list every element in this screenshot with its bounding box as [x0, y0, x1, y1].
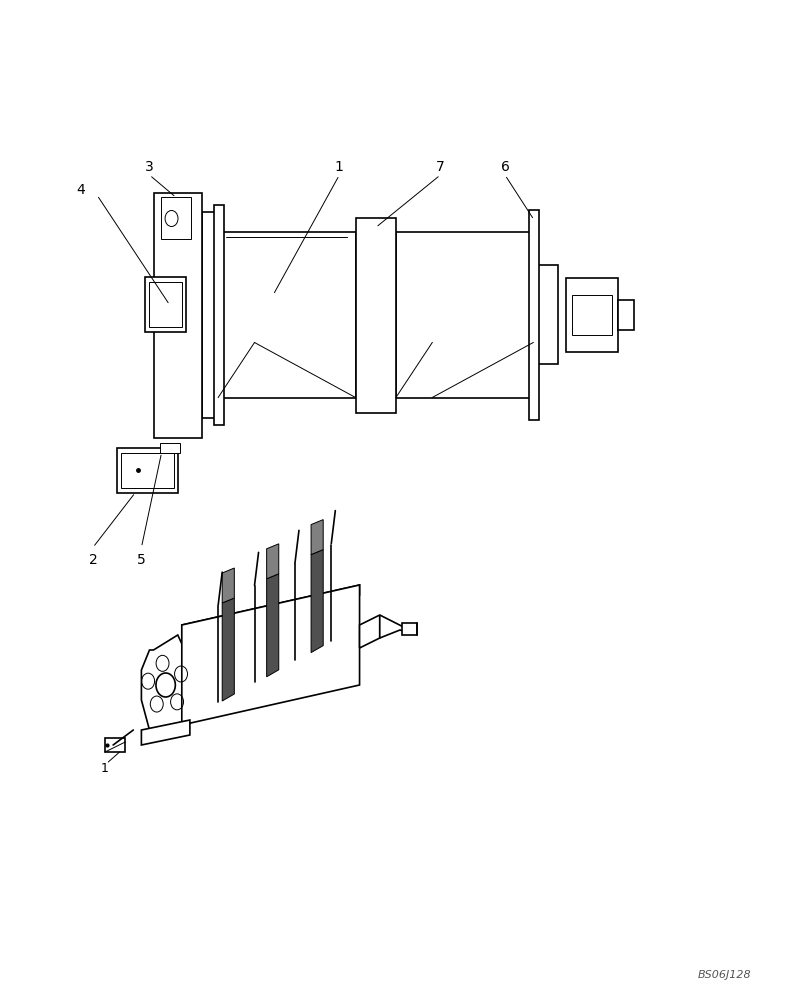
Bar [572, 295, 612, 335]
Bar [356, 218, 396, 412]
Polygon shape [222, 598, 234, 701]
Polygon shape [311, 550, 323, 653]
Bar [154, 192, 202, 438]
Text: 1: 1 [101, 762, 109, 774]
Bar [618, 300, 634, 330]
Polygon shape [222, 568, 234, 603]
Bar [149, 282, 182, 327]
Bar [160, 442, 180, 452]
Polygon shape [182, 585, 360, 635]
Text: 7: 7 [436, 160, 444, 174]
Polygon shape [267, 574, 279, 677]
Polygon shape [360, 615, 380, 648]
Bar [117, 448, 178, 493]
Text: 3: 3 [145, 160, 154, 174]
Polygon shape [141, 635, 194, 740]
Bar [105, 738, 125, 752]
Text: 6: 6 [501, 160, 509, 174]
Text: 2: 2 [89, 554, 97, 568]
Bar [161, 197, 191, 239]
Bar [396, 232, 533, 397]
Text: 1: 1 [335, 160, 343, 174]
Bar [145, 277, 186, 332]
Polygon shape [141, 720, 190, 745]
Bar [566, 278, 618, 352]
Bar [529, 210, 539, 420]
Polygon shape [182, 585, 360, 725]
Polygon shape [380, 615, 408, 638]
Bar [214, 205, 224, 425]
Polygon shape [311, 520, 323, 555]
Polygon shape [267, 544, 279, 579]
Text: 5: 5 [137, 554, 145, 568]
Text: 4: 4 [77, 183, 85, 197]
Text: BS06J128: BS06J128 [698, 970, 751, 980]
Bar [533, 265, 558, 364]
Bar [202, 213, 218, 418]
Bar [218, 232, 356, 397]
Bar [121, 452, 174, 488]
Bar [402, 623, 417, 635]
